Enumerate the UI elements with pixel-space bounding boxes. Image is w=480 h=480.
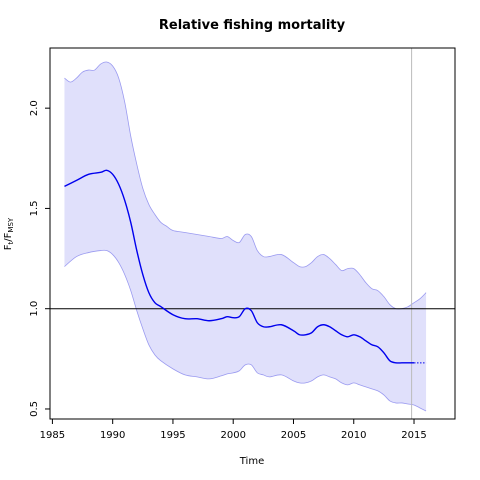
upper-bound-line: [64, 61, 427, 310]
confidence-band: [64, 61, 427, 411]
y-label-main: F: [3, 244, 14, 250]
x-axis-label: Time: [239, 456, 264, 467]
x-tick-label: 1995: [160, 430, 185, 441]
plot-frame: [49, 47, 456, 420]
x-tick-label: 2000: [220, 430, 245, 441]
x-tick-label: 1985: [40, 430, 65, 441]
x-tick-label: 1990: [100, 430, 125, 441]
y-tick-label: 1.0: [29, 301, 40, 317]
median-line: [64, 169, 415, 364]
y-axis-label: Ft/FMSY: [3, 217, 15, 250]
lower-bound-line: [64, 249, 427, 412]
x-tick-label: 2010: [341, 430, 366, 441]
y-label-sub-msy: MSY: [7, 217, 15, 232]
y-label-slash: /F: [3, 232, 14, 241]
x-tick-label: 2015: [401, 430, 426, 441]
y-tick-label: 2.0: [29, 100, 40, 116]
y-tick-label: 1.5: [29, 200, 40, 216]
chart-title: Relative fishing mortality: [159, 18, 346, 33]
y-tick-label: 0.5: [29, 401, 40, 417]
x-tick-label: 2005: [281, 430, 306, 441]
x-axis: 1985 1990 1995 2000 2005 2010 2015: [40, 419, 427, 441]
y-axis: 0.5 1.0 1.5 2.0: [29, 100, 50, 417]
y-label-sub-t: t: [7, 241, 15, 244]
plot-area: [50, 48, 455, 419]
